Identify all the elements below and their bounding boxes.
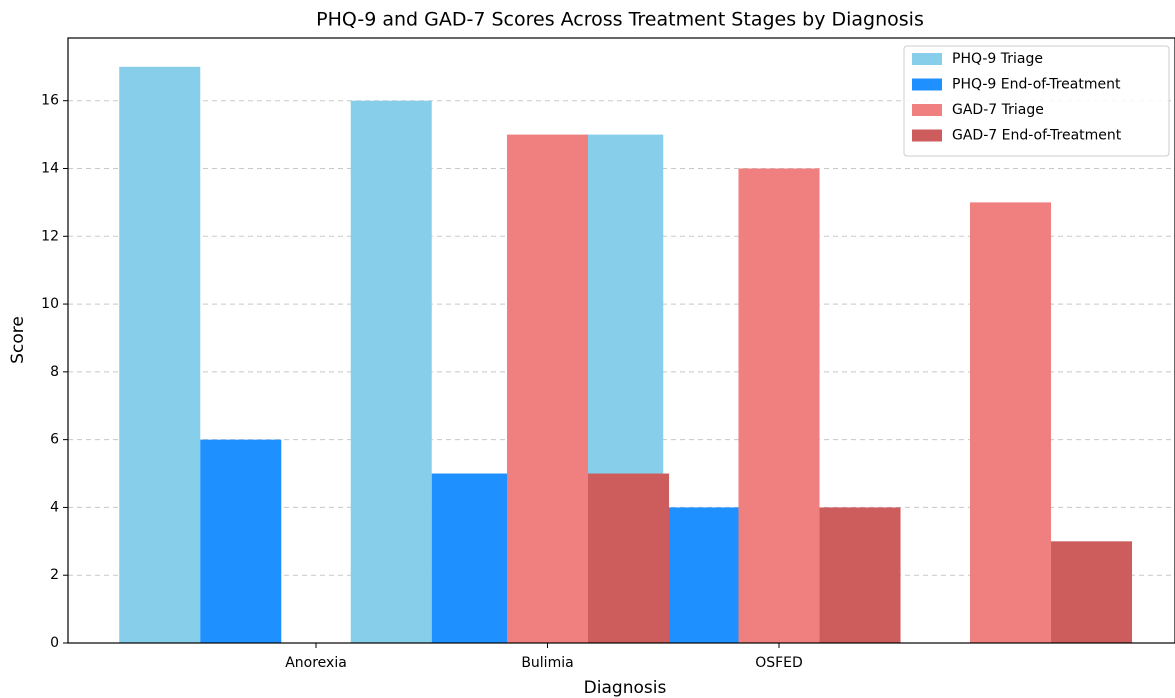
legend-swatch bbox=[912, 104, 942, 116]
bar bbox=[431, 473, 513, 643]
x-tick-label: OSFED bbox=[755, 655, 803, 671]
bar bbox=[969, 202, 1052, 643]
chart-title: PHQ-9 and GAD-7 Scores Across Treatment … bbox=[316, 9, 924, 31]
bar bbox=[588, 473, 670, 643]
bar bbox=[119, 66, 201, 644]
x-tick-label: Bulimia bbox=[521, 655, 573, 671]
y-tick-label: 14 bbox=[41, 160, 59, 176]
y-tick-label: 12 bbox=[41, 228, 59, 244]
y-tick-label: 2 bbox=[50, 567, 59, 583]
bar bbox=[1051, 541, 1133, 643]
y-axis-label: Score bbox=[8, 316, 28, 364]
y-tick-label: 8 bbox=[50, 364, 59, 380]
legend-swatch bbox=[912, 78, 942, 91]
bar bbox=[506, 134, 589, 644]
y-tick-label: 6 bbox=[50, 432, 59, 448]
legend-swatch bbox=[912, 129, 942, 142]
y-tick-label: 10 bbox=[41, 296, 59, 312]
bar bbox=[819, 507, 901, 643]
legend-label: GAD-7 End-of-Treatment bbox=[952, 128, 1122, 144]
legend-label: GAD-7 Triage bbox=[952, 102, 1044, 118]
y-tick-label: 16 bbox=[41, 93, 59, 109]
legend-label: PHQ-9 Triage bbox=[952, 51, 1043, 67]
y-tick-label: 0 bbox=[50, 635, 59, 651]
legend-swatch bbox=[912, 53, 942, 65]
legend-label: PHQ-9 End-of-Treatment bbox=[952, 77, 1121, 93]
bar bbox=[200, 439, 282, 643]
y-tick-label: 4 bbox=[50, 499, 59, 515]
bar bbox=[663, 507, 745, 643]
bar bbox=[350, 100, 432, 644]
x-tick-label: Anorexia bbox=[285, 655, 347, 671]
plot-frame bbox=[67, 37, 1175, 644]
bar bbox=[738, 168, 820, 644]
legend-box bbox=[903, 45, 1170, 157]
x-axis-label: Diagnosis bbox=[584, 678, 667, 698]
